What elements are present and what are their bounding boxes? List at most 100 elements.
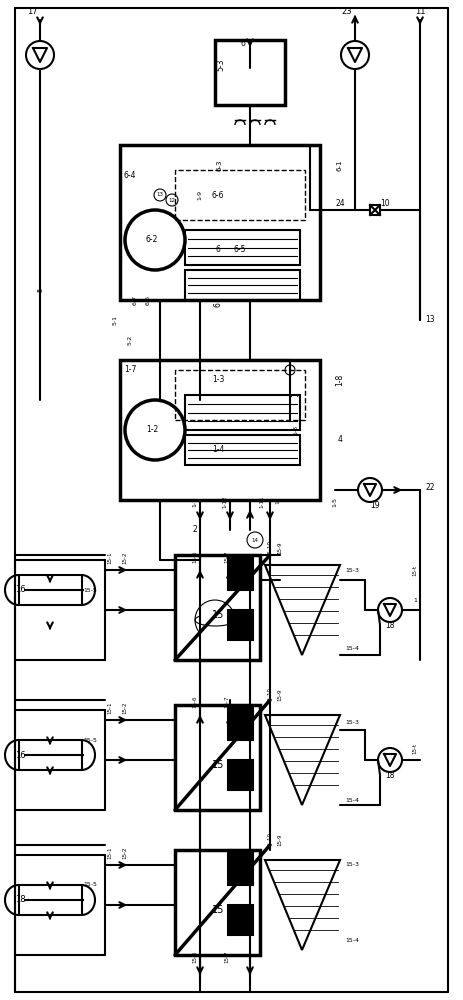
Text: 6-4: 6-4 <box>124 170 136 180</box>
Text: 11: 11 <box>415 7 425 16</box>
Text: 15-9: 15-9 <box>277 834 282 846</box>
Text: 15-2: 15-2 <box>123 847 127 859</box>
Bar <box>19 740 81 770</box>
Polygon shape <box>265 860 340 950</box>
Text: 6-2: 6-2 <box>146 235 158 244</box>
Text: 23: 23 <box>342 7 352 16</box>
Text: 15-10: 15-10 <box>268 832 273 848</box>
Text: 15-9: 15-9 <box>277 689 282 701</box>
Text: 6-1: 6-1 <box>337 159 343 171</box>
Text: 18: 18 <box>15 896 25 904</box>
Text: 15-10: 15-10 <box>268 687 273 703</box>
Text: 6-5: 6-5 <box>234 245 246 254</box>
Text: 15-6: 15-6 <box>193 951 198 963</box>
Text: 6-6: 6-6 <box>145 295 150 305</box>
Text: 15-5: 15-5 <box>83 738 97 742</box>
Text: 15-5: 15-5 <box>83 882 97 888</box>
Bar <box>228 555 253 590</box>
Text: 6: 6 <box>216 245 220 254</box>
Text: 10: 10 <box>380 198 390 208</box>
Text: 15-t: 15-t <box>413 564 418 576</box>
Text: 15-4: 15-4 <box>345 798 359 802</box>
Text: 15: 15 <box>212 905 224 915</box>
Text: 1-1: 1-1 <box>193 497 198 507</box>
Text: 1: 1 <box>413 597 417 602</box>
Text: 15-3: 15-3 <box>345 568 359 572</box>
Text: 15: 15 <box>212 760 224 770</box>
Text: 17: 17 <box>27 7 38 16</box>
Text: 6: 6 <box>213 303 223 307</box>
Text: 15-7: 15-7 <box>225 696 230 708</box>
Text: 1-7: 1-7 <box>124 365 136 374</box>
Text: 15-2: 15-2 <box>123 702 127 714</box>
Text: 6: 6 <box>241 38 245 47</box>
Polygon shape <box>265 715 340 805</box>
Text: 1: 1 <box>292 393 300 397</box>
Bar <box>175 705 260 810</box>
Bar <box>228 760 253 790</box>
Text: 22: 22 <box>425 484 435 492</box>
Text: 1-5: 1-5 <box>332 497 338 507</box>
Text: 19: 19 <box>370 500 380 510</box>
Text: 16: 16 <box>15 585 25 594</box>
Text: 1-8: 1-8 <box>336 374 344 386</box>
Bar <box>175 170 305 220</box>
Bar <box>19 575 81 605</box>
Bar <box>228 610 253 640</box>
Text: 6-3: 6-3 <box>217 159 223 171</box>
Text: 15-1: 15-1 <box>107 847 113 859</box>
Bar <box>19 885 81 915</box>
Bar <box>185 435 300 465</box>
Text: 13: 13 <box>425 316 435 324</box>
Text: 1-8: 1-8 <box>294 425 299 435</box>
Text: 18: 18 <box>385 620 395 630</box>
Bar <box>185 270 300 300</box>
Text: 6-7: 6-7 <box>132 295 138 305</box>
Text: 5: 5 <box>37 288 43 292</box>
Bar <box>228 705 253 740</box>
Text: 5-1: 5-1 <box>113 315 118 325</box>
Text: 15-4: 15-4 <box>345 646 359 650</box>
Bar <box>215 40 285 105</box>
Text: 1-4: 1-4 <box>212 446 224 454</box>
Text: 16: 16 <box>15 750 25 760</box>
Text: 1-2: 1-2 <box>146 426 158 434</box>
Text: 15-1: 15-1 <box>107 702 113 714</box>
Text: 15-t: 15-t <box>413 742 418 754</box>
Text: 12: 12 <box>169 198 175 202</box>
Text: 2: 2 <box>193 526 197 534</box>
Text: 13: 13 <box>156 192 163 198</box>
Text: 14: 14 <box>251 538 258 542</box>
Text: 1: 1 <box>275 500 281 504</box>
Polygon shape <box>265 565 340 655</box>
Text: 15-3: 15-3 <box>345 862 359 867</box>
Text: 5-2: 5-2 <box>127 335 132 345</box>
Text: 15-9: 15-9 <box>277 542 282 554</box>
Text: 15-7: 15-7 <box>225 551 230 563</box>
Bar <box>120 145 320 300</box>
Text: 1-11: 1-11 <box>259 496 264 508</box>
Text: 1-12: 1-12 <box>223 496 227 508</box>
Bar <box>175 555 260 660</box>
Text: 15-4: 15-4 <box>345 938 359 942</box>
Bar <box>228 850 253 885</box>
Bar <box>185 230 300 265</box>
Text: 4: 4 <box>338 436 343 444</box>
Text: 15-2: 15-2 <box>123 552 127 564</box>
Text: 1-9: 1-9 <box>198 190 202 200</box>
Text: 15-6: 15-6 <box>193 696 198 708</box>
Bar <box>228 905 253 935</box>
Bar <box>175 850 260 955</box>
Text: 18: 18 <box>385 770 395 780</box>
Text: 15-6: 15-6 <box>193 551 198 563</box>
Text: 6-6: 6-6 <box>212 190 224 200</box>
Bar <box>185 395 300 430</box>
Bar <box>175 370 305 420</box>
Text: 15-3: 15-3 <box>345 720 359 724</box>
Text: 15-5: 15-5 <box>83 587 97 592</box>
Text: 24: 24 <box>335 198 345 208</box>
Text: 15-10: 15-10 <box>268 540 273 556</box>
Text: 15: 15 <box>212 610 224 620</box>
Text: 1-3: 1-3 <box>212 375 224 384</box>
Bar <box>120 360 320 500</box>
